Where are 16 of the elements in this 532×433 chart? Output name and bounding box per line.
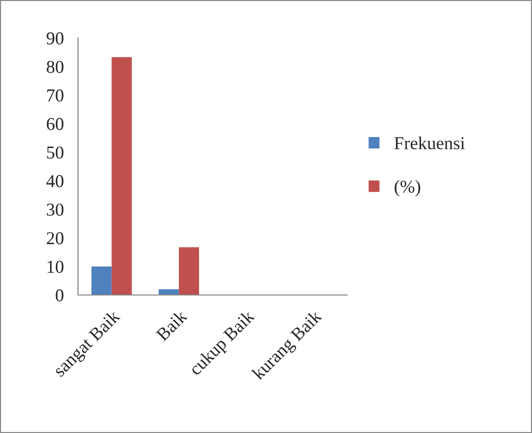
y-tick-label: 0 — [56, 289, 64, 302]
bar — [112, 57, 132, 295]
y-tick-label: 20 — [46, 232, 64, 244]
legend-label: (%) — [394, 180, 420, 196]
y-tick-label: 50 — [47, 146, 64, 159]
y-tick-label: 90 — [46, 32, 64, 44]
y-tick-label: 30 — [46, 204, 64, 216]
y-tick-label: 10 — [48, 260, 64, 273]
y-tick-label: 80 — [46, 60, 64, 73]
y-tick-label: 60 — [46, 118, 64, 130]
bar — [91, 266, 112, 295]
legend-label: Frekuensi — [394, 136, 465, 150]
y-tick-label: 70 — [47, 89, 64, 102]
y-tick-label: 40 — [46, 175, 64, 188]
x-tick-label: Baik — [155, 308, 188, 342]
bar — [178, 247, 200, 295]
